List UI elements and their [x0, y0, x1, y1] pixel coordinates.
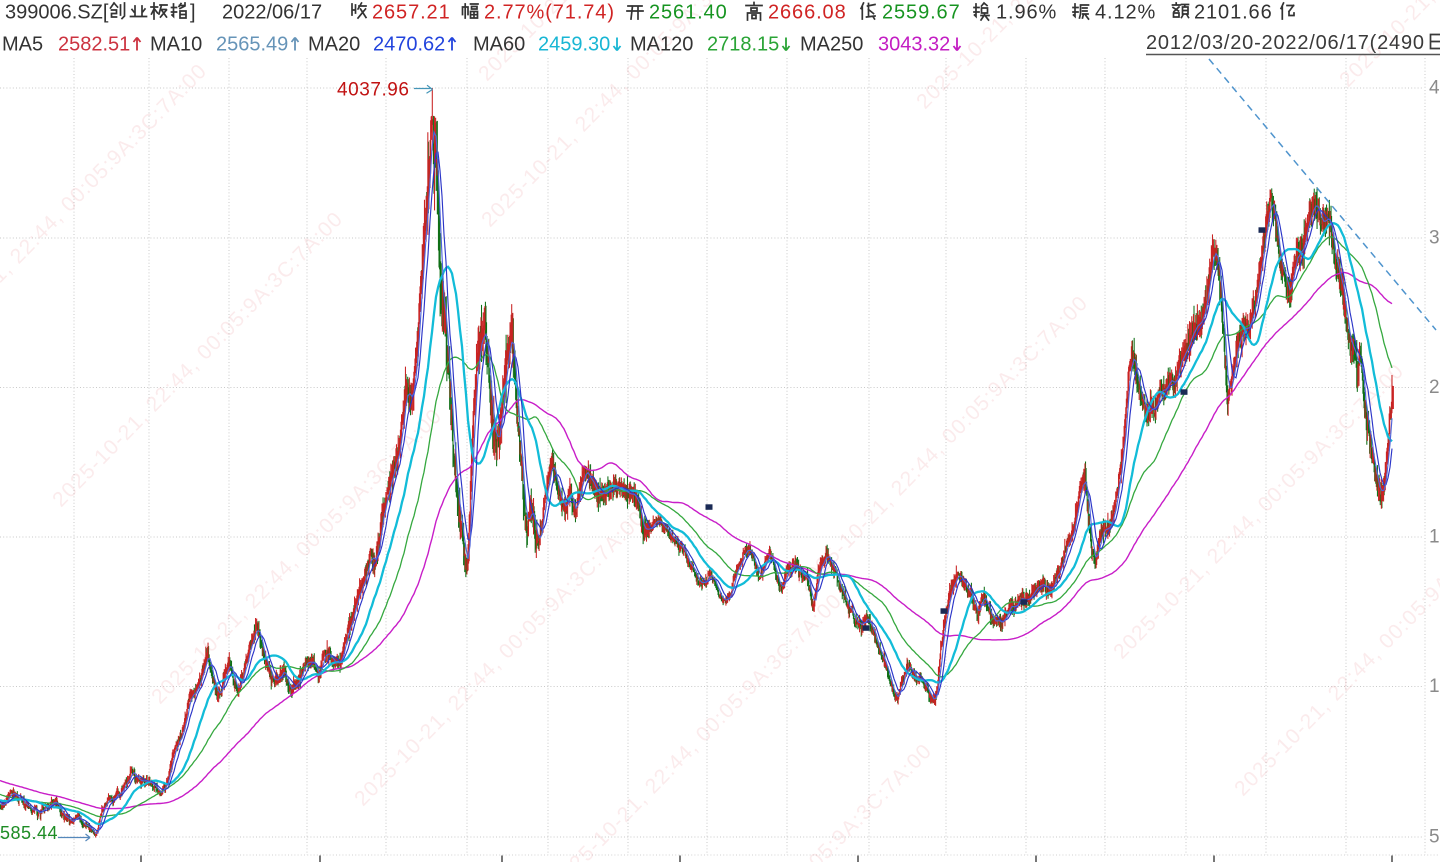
svg-text:1966.45: 1966.45	[1429, 527, 1440, 548]
svg-text:2657.21: 2657.21	[372, 2, 451, 24]
svg-text:2459.30: 2459.30	[538, 34, 610, 56]
svg-text:2718.15: 2718.15	[707, 34, 779, 56]
svg-text:2470.62: 2470.62	[373, 34, 445, 56]
svg-text:MA10: MA10	[150, 34, 202, 56]
svg-text:MA120: MA120	[630, 34, 693, 56]
svg-text:2666.08: 2666.08	[768, 2, 847, 24]
svg-text:1.96%: 1.96%	[996, 2, 1057, 24]
svg-text:]: ]	[190, 2, 196, 24]
svg-text:2101.66: 2101.66	[1194, 2, 1273, 24]
svg-text:2656.96: 2656.96	[1429, 377, 1440, 398]
svg-text:399006.SZ[: 399006.SZ[	[5, 2, 109, 24]
svg-text:MA5: MA5	[2, 34, 43, 56]
svg-text:4.12%: 4.12%	[1095, 2, 1156, 24]
svg-text:1275.95: 1275.95	[1429, 676, 1440, 697]
svg-text:4037.96: 4037.96	[1429, 78, 1440, 99]
svg-text:585.44: 585.44	[1429, 827, 1440, 848]
svg-text:2022/06/17: 2022/06/17	[222, 2, 322, 24]
svg-text:2565.49: 2565.49	[216, 34, 288, 56]
svg-text:2012/03/20-2022/06/17(2490: 2012/03/20-2022/06/17(2490	[1146, 32, 1425, 54]
svg-text:585.44: 585.44	[0, 823, 58, 843]
svg-text:4037.96: 4037.96	[337, 80, 410, 101]
svg-text:2582.51: 2582.51	[58, 34, 130, 56]
svg-text:2559.67: 2559.67	[882, 2, 961, 24]
svg-text:MA60: MA60	[473, 34, 525, 56]
svg-text:3043.32: 3043.32	[878, 34, 950, 56]
svg-text:MA20: MA20	[308, 34, 360, 56]
svg-text:2.77%(71.74): 2.77%(71.74)	[484, 2, 615, 24]
svg-text:2561.40: 2561.40	[649, 2, 728, 24]
svg-text:MA250: MA250	[800, 34, 863, 56]
svg-text:3347.46: 3347.46	[1429, 228, 1440, 249]
